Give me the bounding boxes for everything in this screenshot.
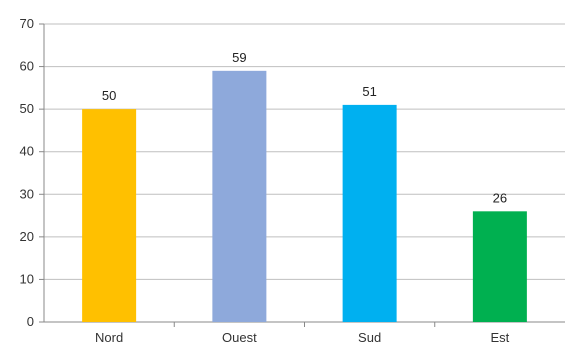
x-category-label: Nord — [95, 330, 123, 345]
bar-est — [472, 211, 527, 322]
x-category-label: Sud — [358, 330, 381, 345]
y-tick-label: 0 — [27, 314, 34, 329]
y-tick-label: 10 — [20, 271, 34, 286]
bar-nord — [82, 109, 137, 323]
data-label: 59 — [232, 50, 246, 65]
bars — [82, 70, 527, 323]
y-tick-label: 30 — [20, 186, 34, 201]
y-tick-label: 70 — [20, 16, 34, 31]
labels: 0 10 20 30 40 50 60 70 50 Nord 59 Ouest 51 Sud 26 Est — [20, 16, 510, 345]
bar-sud — [342, 104, 397, 322]
y-tick-label: 50 — [20, 101, 34, 116]
y-tick-label: 60 — [20, 59, 34, 74]
x-category-label: Est — [490, 330, 509, 345]
x-category-label: Ouest — [222, 330, 257, 345]
y-tick-label: 20 — [20, 229, 34, 244]
bar-ouest — [212, 70, 267, 322]
data-label: 50 — [102, 88, 116, 103]
data-label: 26 — [493, 190, 507, 205]
data-label: 51 — [362, 84, 376, 99]
y-tick-label: 40 — [20, 144, 34, 159]
